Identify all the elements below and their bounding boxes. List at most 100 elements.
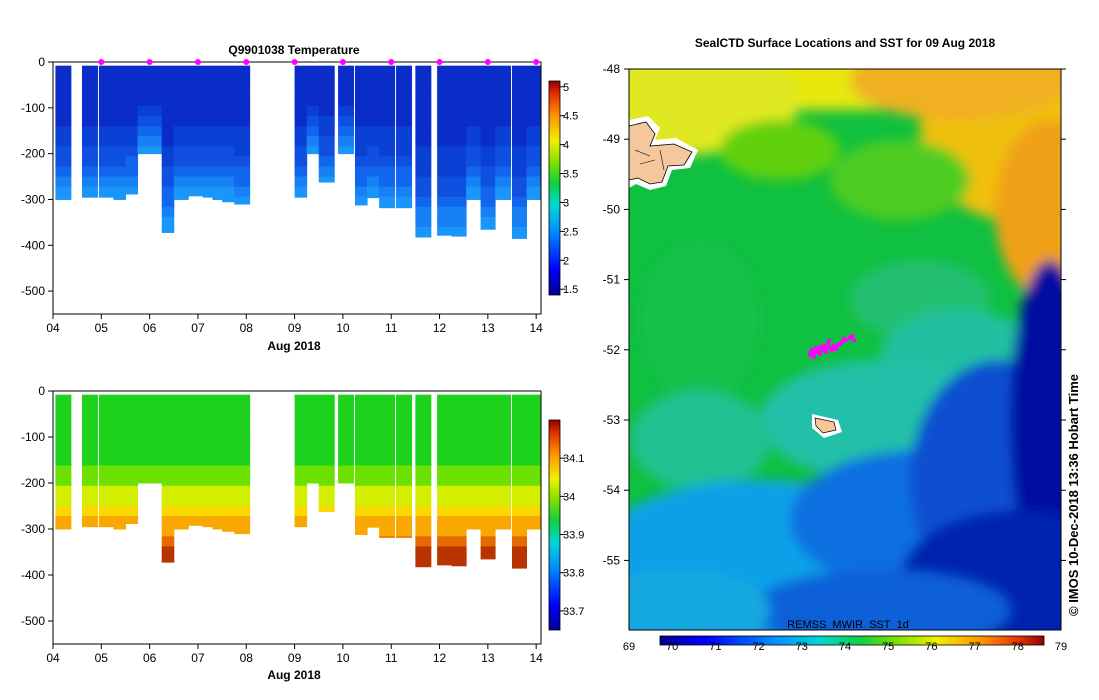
profile-cell (512, 425, 528, 436)
profile-cell (173, 445, 189, 456)
profile-cell (451, 475, 467, 487)
profile-column (451, 394, 467, 567)
profile-cell (526, 75, 542, 87)
profile-cell (437, 445, 453, 456)
profile-cell (161, 495, 175, 507)
colorbar-tick-label: 3.5 (563, 169, 578, 181)
profile-cell (354, 455, 368, 467)
profile-cell (98, 166, 114, 178)
profile-cell (396, 445, 413, 456)
profile-cell (202, 166, 213, 178)
profile-cell (437, 65, 453, 77)
x-tick-label: 08 (240, 321, 254, 335)
profile-cell (306, 105, 320, 117)
profile-cell (451, 85, 467, 97)
seal-location (832, 344, 838, 350)
profile-cell (437, 85, 453, 97)
colorbar-tick-label: 34.1 (563, 453, 584, 465)
profile-cell (354, 516, 368, 527)
temperature-chart-title: Q9901038 Temperature (228, 43, 360, 57)
profile-cell (294, 65, 308, 77)
x-tick-label: 09 (288, 651, 302, 665)
profile-cell (367, 394, 380, 406)
profile-column (81, 65, 98, 198)
profile-cell (81, 116, 98, 127)
profile-cell (451, 546, 467, 558)
profile-cell (173, 116, 189, 127)
profile-cell (495, 526, 512, 530)
profile-cell (161, 506, 175, 517)
profile-cell (437, 226, 453, 236)
profile-cell (354, 186, 368, 198)
profile-cell (495, 485, 512, 497)
profile-cell (294, 425, 308, 436)
colorbar-tick-label: 4.5 (563, 111, 578, 123)
profile-cell (161, 226, 175, 233)
profile-cell (415, 414, 432, 426)
profile-cell (338, 414, 355, 426)
y-tick-label: 0 (38, 384, 45, 398)
profile-cell (437, 485, 453, 497)
surface-marker (194, 59, 201, 65)
profile-cell (173, 156, 189, 167)
profile-cell (480, 455, 496, 467)
profile-cell (480, 126, 496, 137)
profile-cell (495, 95, 512, 107)
profile-cell (294, 196, 308, 198)
profile-cell (379, 65, 396, 77)
profile-cell (415, 216, 432, 228)
profile-cell (113, 526, 126, 530)
profile-cell (161, 435, 175, 446)
profile-cell (161, 136, 175, 147)
profile-cell (512, 116, 528, 127)
profile-cell (367, 65, 380, 77)
profile-cell (466, 196, 482, 200)
profile-cell (202, 516, 213, 527)
profile-cell (98, 465, 114, 477)
profile-cell (415, 506, 432, 517)
profile-cell (437, 136, 453, 147)
profile-cell (415, 516, 432, 527)
profile-cell (396, 425, 413, 436)
profile-cell (222, 465, 235, 477)
profile-cell (81, 105, 98, 117)
profile-cell (137, 435, 153, 446)
profile-cell (188, 394, 204, 406)
profile-cell (212, 414, 223, 426)
profile-cell (125, 516, 139, 524)
profile-cell (81, 526, 98, 528)
profile-cell (55, 445, 72, 456)
profile-cell (437, 546, 453, 558)
profile-cell (152, 116, 163, 127)
profile-cell (512, 445, 528, 456)
profile-cell (354, 435, 368, 446)
profile-cell (98, 394, 114, 406)
profile-cell (379, 516, 396, 527)
sst-map: SealCTD Surface Locations and SST for 09… (603, 36, 1067, 653)
profile-cell (466, 136, 482, 147)
profile-cell (437, 196, 453, 208)
profile-cell (212, 495, 223, 507)
temperature-plot-area (55, 65, 542, 239)
profile-cell (379, 136, 396, 147)
profile-cell (98, 156, 114, 167)
profile-cell (188, 455, 204, 467)
profile-cell (415, 196, 432, 208)
profile-cell (161, 176, 175, 188)
profile-cell (152, 65, 163, 77)
profile-cell (437, 455, 453, 467)
profile-cell (379, 425, 396, 436)
profile-cell (451, 495, 467, 507)
profile-cell (354, 176, 368, 188)
y-tick-label: -100 (21, 101, 45, 115)
profile-cell (55, 85, 72, 97)
profile-cell (202, 146, 213, 157)
profile-cell (466, 166, 482, 178)
profile-cell (234, 516, 251, 527)
profile-cell (234, 475, 251, 487)
profile-cell (415, 475, 432, 487)
profile-cell (202, 394, 213, 406)
profile-cell (379, 526, 396, 537)
profile-cell (55, 465, 72, 477)
profile-cell (125, 146, 139, 157)
